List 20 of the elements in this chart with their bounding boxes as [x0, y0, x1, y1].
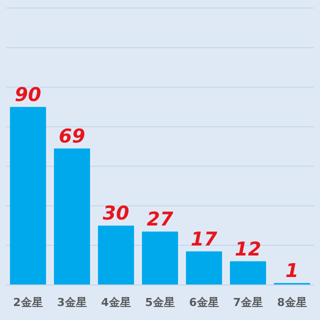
x-tick-label: 6金星: [189, 296, 219, 309]
x-tick-label: 2金星: [13, 296, 43, 309]
bar: [98, 226, 134, 285]
data-label: 12: [234, 238, 262, 260]
data-label: 1: [285, 260, 299, 282]
data-label: 27: [146, 208, 174, 231]
data-label: 17: [190, 228, 218, 250]
x-tick-label: 5金星: [145, 296, 175, 309]
bar: [230, 261, 266, 285]
bar: [186, 251, 222, 285]
data-label: 30: [102, 202, 130, 225]
x-tick-label: 4金星: [101, 296, 131, 309]
bar: [10, 106, 46, 285]
x-tick-label: 3金星: [57, 296, 87, 309]
bar: [142, 232, 178, 285]
bar: [54, 148, 90, 285]
x-tick-label: 8金星: [277, 296, 307, 309]
data-label: 90: [14, 84, 42, 106]
x-tick-label: 7金星: [233, 296, 263, 309]
data-label: 69: [58, 125, 86, 148]
